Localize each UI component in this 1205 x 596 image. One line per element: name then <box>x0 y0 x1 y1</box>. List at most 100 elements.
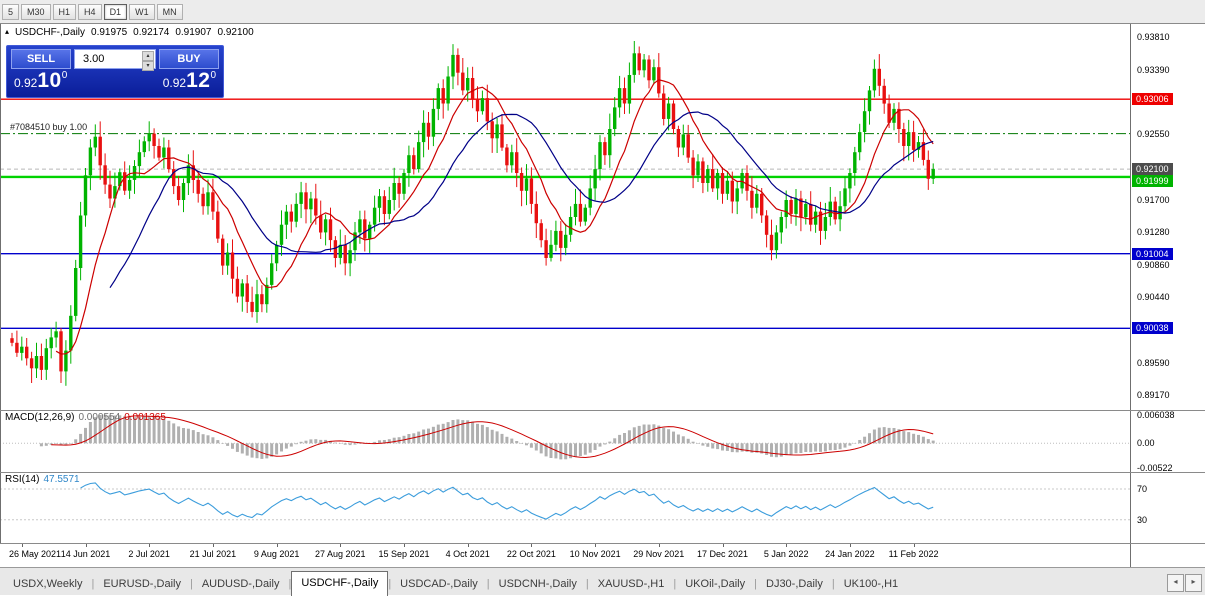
rsi-label: RSI(14) 47.5571 <box>5 474 80 485</box>
lot-value[interactable]: 3.00 <box>83 53 105 65</box>
timeframe-button-m30[interactable]: M30 <box>21 3 51 20</box>
date-tick-mark <box>658 543 660 547</box>
lot-spinner: ▴ ▾ <box>142 51 154 71</box>
macd-chart[interactable] <box>0 410 1130 472</box>
price-line-label: 0.90038 <box>1132 322 1173 335</box>
tab-scroll-right-icon[interactable]: ▸ <box>1185 574 1202 592</box>
chart-tab-usdcad-daily[interactable]: USDCAD-,Daily <box>400 578 478 590</box>
price-line-label: 0.91004 <box>1132 247 1173 260</box>
price-tick-label: 0.90860 <box>1137 259 1170 270</box>
date-tick-label: 5 Jan 2022 <box>763 549 809 559</box>
buy-price-prefix: 0.92 <box>162 76 187 90</box>
timeframe-button-h4[interactable]: H4 <box>78 3 102 20</box>
timeframe-button-mn[interactable]: MN <box>156 3 183 20</box>
chart-tab-audusd-daily[interactable]: AUDUSD-,Daily <box>201 578 280 590</box>
price-axis[interactable]: 0.93810 0.93390 0.92550 0.91700 0.91280 0.908… <box>1130 24 1205 567</box>
macd-name: MACD(12,26,9) <box>5 412 75 423</box>
price-tick-label: 0.93390 <box>1137 64 1170 75</box>
chart-tab-ukoil-daily[interactable]: UKOil-,Daily <box>685 578 746 590</box>
sell-button[interactable]: SELL <box>11 49 71 69</box>
chart-tab-uk100-h1[interactable]: UK100-,H1 <box>843 578 899 590</box>
timeframe-button-5[interactable]: 5 <box>2 3 20 20</box>
date-tick-mark <box>595 543 597 547</box>
price-tick-label: 0.89590 <box>1137 357 1170 368</box>
date-tick-mark <box>276 543 278 547</box>
collapse-icon: ▴ <box>5 27 10 36</box>
buy-button[interactable]: BUY <box>159 49 219 69</box>
date-tick-label: 22 Oct 2021 <box>506 549 556 559</box>
lot-size-field[interactable]: 3.00 ▴ ▾ <box>74 49 156 71</box>
date-tick-label: 17 Dec 2021 <box>696 549 749 559</box>
sell-price-point: 0 <box>61 70 68 81</box>
symbol-label: USDCHF-,Daily <box>15 27 86 38</box>
tab-separator: | <box>388 578 392 590</box>
chart-tab-xauusd-h1[interactable]: XAUUSD-,H1 <box>597 578 665 590</box>
price-tick-label: 0.92550 <box>1137 129 1170 140</box>
timeframe-button-d1[interactable]: D1 <box>103 3 128 20</box>
candlestick-chart[interactable] <box>0 24 1130 410</box>
date-tick-label: 26 May 2021 <box>8 549 62 559</box>
tab-scroll-left-icon[interactable]: ◂ <box>1167 574 1184 592</box>
timeframe-button-w1[interactable]: W1 <box>129 3 155 20</box>
chart-tab-dj30-daily[interactable]: DJ30-,Daily <box>766 578 823 590</box>
date-tick-mark <box>149 543 151 547</box>
price-tick-label: 0.93810 <box>1137 32 1170 43</box>
pane-separator <box>0 543 1205 544</box>
date-tick-label: 15 Sep 2021 <box>378 549 430 559</box>
date-tick-mark <box>85 543 87 547</box>
date-tick-label: 24 Jan 2022 <box>825 549 875 559</box>
chart-left-border <box>0 24 1 543</box>
macd-axis-label: -0.00522 <box>1137 462 1173 473</box>
price-tick-label: 0.91280 <box>1137 227 1170 238</box>
macd-pane[interactable]: MACD(12,26,9) 0.000554 0.001365 <box>0 410 1130 472</box>
ohlc-open: 0.91975 <box>91 27 128 38</box>
rsi-name: RSI(14) <box>5 474 40 485</box>
lot-increment-button[interactable]: ▴ <box>142 51 154 61</box>
macd-label: MACD(12,26,9) 0.000554 0.001365 <box>5 412 166 423</box>
time-axis[interactable]: 26 May 2021 14 Jun 2021 2 Jul 2021 21 Jul 2… <box>0 543 1130 567</box>
chart-tab-bar: USDX,Weekly | EURUSD-,Daily | AUDUSD-,Daily |… <box>0 567 1205 596</box>
one-click-trading-panel: SELL 3.00 ▴ ▾ BUY 0.92 10 0 0 <box>6 45 224 98</box>
date-tick-mark <box>786 543 788 547</box>
macd-axis-label: 0.006038 <box>1137 410 1175 421</box>
date-tick-label: 21 Jul 2021 <box>189 549 237 559</box>
sell-price-prefix: 0.92 <box>14 76 38 90</box>
pane-separator[interactable] <box>0 410 1205 411</box>
buy-price-point: 0 <box>210 70 216 81</box>
tab-separator: | <box>754 578 757 590</box>
rsi-pane[interactable]: RSI(14) 47.5571 <box>0 472 1130 543</box>
date-tick-mark <box>21 543 23 547</box>
tab-separator: | <box>486 578 490 590</box>
ohlc-close: 0.92100 <box>217 27 254 38</box>
date-tick-mark <box>849 543 851 547</box>
chart-tab-usdx-weekly[interactable]: USDX,Weekly <box>13 578 83 590</box>
price-chart-pane[interactable]: ▴ USDCHF-,Daily 0.91975 0.92174 0.91907 … <box>0 24 1130 410</box>
date-tick-mark <box>722 543 724 547</box>
chart-tab-usdcnh-daily[interactable]: USDCNH-,Daily <box>498 578 577 590</box>
date-tick-mark <box>340 543 342 547</box>
price-tick-label: 0.91700 <box>1137 195 1170 205</box>
rsi-value: 47.5571 <box>43 474 80 485</box>
chart-tab-eurusd-daily[interactable]: EURUSD-,Daily <box>103 578 181 590</box>
date-tick-label: 27 Aug 2021 <box>315 549 366 559</box>
date-tick-mark <box>404 543 405 547</box>
date-tick-mark <box>467 543 469 547</box>
pane-separator[interactable] <box>0 472 1205 473</box>
tab-separator: | <box>831 578 835 590</box>
chart-tab-usdchf-daily[interactable]: USDCHF-,Daily <box>291 571 389 596</box>
price-line-label: 0.92100 <box>1132 163 1173 176</box>
chart-ohlc-header: ▴ USDCHF-,Daily 0.91975 0.92174 0.91907 … <box>5 27 254 38</box>
tab-separator: | <box>91 578 95 590</box>
sell-price-pips: 10 <box>37 69 62 92</box>
open-position-label: #7084510 buy 1.00 <box>10 121 88 132</box>
tab-separator: | <box>189 578 193 590</box>
lot-decrement-button[interactable]: ▾ <box>142 61 154 71</box>
timeframe-button-h1[interactable]: H1 <box>52 3 77 20</box>
date-tick-label: 11 Feb 2022 <box>888 549 939 559</box>
price-tick-label: 0.89170 <box>1137 390 1170 401</box>
macd-axis-label: 0.00 <box>1137 438 1155 449</box>
date-tick-mark <box>531 543 533 547</box>
macd-signal-value: 0.001365 <box>124 412 166 423</box>
rsi-chart[interactable] <box>0 472 1130 543</box>
date-tick-label: 29 Nov 2021 <box>633 549 685 559</box>
